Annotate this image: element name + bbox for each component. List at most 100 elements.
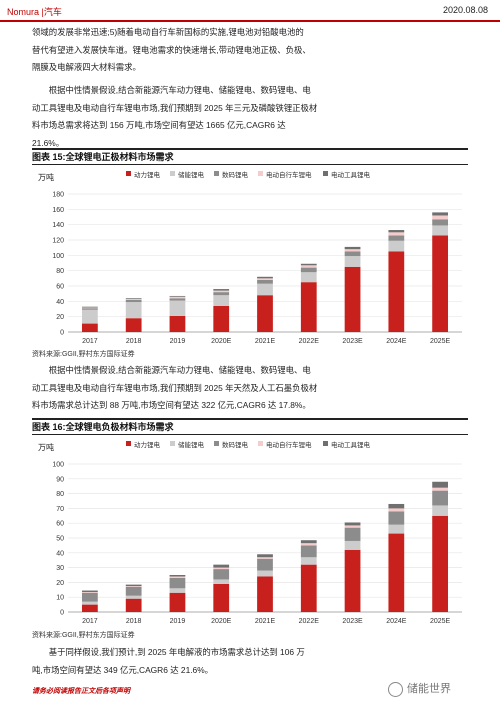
y-axis-label: 万吨 bbox=[38, 442, 54, 452]
bar-segment bbox=[213, 289, 230, 291]
legend-swatch bbox=[126, 441, 131, 446]
legend-label: 电动自行车锂电 bbox=[266, 170, 312, 179]
bar-segment bbox=[388, 230, 405, 233]
bar-segment bbox=[344, 549, 361, 612]
bar-segment bbox=[388, 533, 405, 612]
y-tick-label: 120 bbox=[52, 238, 64, 245]
paragraph-continuation: 领域的发展非常迅速;5)随着电动自行车新国标的实施,锂电池对铅酸电池的 替代有望… bbox=[32, 24, 472, 77]
bar-segment bbox=[82, 308, 98, 310]
bar-segment bbox=[300, 557, 317, 565]
paragraph-electrolyte: 基于同样假设,我们预计,到 2025 年电解液的市场需求总计达到 106 万 吨… bbox=[32, 644, 472, 679]
bar-segment bbox=[125, 584, 142, 587]
text-line: 料市场总需求将达到 156 万吨,市场空间有望达 1665 亿元,CAGR6 达 bbox=[32, 120, 286, 130]
bar-segment bbox=[388, 508, 405, 512]
y-tick-label: 60 bbox=[56, 521, 64, 528]
y-tick-label: 30 bbox=[56, 565, 64, 572]
bar-segment bbox=[257, 554, 273, 558]
legend-swatch bbox=[258, 441, 263, 446]
y-tick-label: 40 bbox=[56, 299, 64, 306]
bar-segment bbox=[388, 524, 405, 534]
figure-15-title: 图表 15:全球锂电正极材料市场需求 bbox=[32, 148, 468, 165]
bar-segment bbox=[125, 586, 142, 587]
bar-segment bbox=[213, 579, 230, 584]
bar-segment bbox=[432, 235, 448, 332]
legend-swatch bbox=[214, 441, 219, 446]
watermark-text: 储能世界 bbox=[407, 683, 451, 695]
bar-segment bbox=[169, 300, 186, 316]
bar-segment bbox=[432, 225, 448, 236]
text-line: 根据中性情景假设,结合新能源汽车动力锂电、储能锂电、数码锂电、电 bbox=[48, 365, 311, 375]
text-line: 领域的发展非常迅速;5)随着电动自行车新国标的实施,锂电池对铅酸电池的 bbox=[32, 27, 304, 37]
bar-segment bbox=[388, 503, 405, 509]
bar-segment bbox=[169, 577, 186, 589]
bar-segment bbox=[82, 601, 98, 605]
x-tick-label: 2018 bbox=[126, 618, 142, 625]
bar-segment bbox=[344, 256, 361, 267]
text-line: 根据中性情景假设,结合新能源汽车动力锂电、储能锂电、数码锂电、电 bbox=[48, 85, 311, 95]
text-line: 动工具锂电及电动自行车锂电市场,我们预期到 2025 年三元及磷酸铁锂正极材 bbox=[32, 102, 318, 113]
x-tick-label: 2021E bbox=[255, 618, 276, 625]
bar-segment bbox=[257, 570, 273, 577]
bar-segment bbox=[344, 527, 361, 541]
bar-segment bbox=[432, 515, 448, 612]
bar-segment bbox=[300, 265, 317, 268]
bar-segment bbox=[125, 299, 142, 300]
bar-segment bbox=[257, 558, 273, 571]
bar-segment bbox=[125, 298, 142, 300]
bar-segment bbox=[257, 276, 273, 279]
legend-swatch bbox=[170, 441, 175, 446]
bar-segment bbox=[213, 564, 230, 568]
bar-segment bbox=[344, 251, 361, 257]
y-tick-label: 20 bbox=[56, 580, 64, 587]
bar-segment bbox=[125, 595, 142, 599]
disclaimer-note: 请务必阅读报告正文后各项声明 bbox=[32, 688, 130, 695]
y-tick-label: 20 bbox=[56, 314, 64, 321]
y-tick-label: 90 bbox=[56, 476, 64, 483]
bar-segment bbox=[257, 557, 273, 559]
bar-segment bbox=[388, 240, 405, 252]
legend-label: 动力锂电 bbox=[134, 440, 161, 449]
bar-segment bbox=[344, 266, 361, 332]
bar-segment bbox=[300, 267, 317, 273]
y-tick-label: 0 bbox=[60, 610, 64, 617]
x-tick-label: 2022E bbox=[299, 338, 320, 345]
legend-label: 电动工具锂电 bbox=[331, 440, 371, 449]
bar-segment bbox=[300, 540, 317, 544]
bar-segment bbox=[257, 283, 273, 296]
bar-segment bbox=[257, 295, 273, 332]
legend-label: 储能锂电 bbox=[178, 440, 205, 449]
y-tick-label: 0 bbox=[60, 330, 64, 337]
x-tick-label: 2019 bbox=[170, 338, 186, 345]
figure-16-source: 资料来源:GGII,野村东方国际证券 bbox=[32, 632, 135, 639]
bar-segment bbox=[344, 522, 361, 526]
bar-segment bbox=[169, 588, 186, 593]
bar-segment bbox=[82, 604, 98, 612]
chart-anode-demand: 万吨 动力锂电 储能锂电 数码锂电 电动自行车锂电 电动工具锂电 0 10 20 30 40 50 60… bbox=[38, 440, 462, 625]
legend-label: 动力锂电 bbox=[134, 170, 161, 179]
legend-swatch bbox=[258, 171, 263, 176]
bar-segment bbox=[257, 279, 273, 284]
bar-segment bbox=[300, 543, 317, 546]
text-line: 21.6%。 bbox=[32, 137, 65, 148]
bar-segment bbox=[344, 249, 361, 252]
legend-label: 电动工具锂电 bbox=[331, 170, 371, 179]
bar-segment bbox=[125, 586, 142, 596]
bar-segment bbox=[388, 235, 405, 241]
bar-segment bbox=[213, 295, 230, 306]
legend-label: 数码锂电 bbox=[222, 170, 249, 179]
figure-16-title: 图表 16:全球锂电负极材料市场需求 bbox=[32, 418, 468, 435]
bar-segment bbox=[432, 215, 448, 220]
bar-segment bbox=[169, 296, 186, 299]
wechat-icon bbox=[388, 681, 403, 697]
x-tick-label: 2020E bbox=[211, 618, 232, 625]
y-tick-label: 80 bbox=[56, 268, 64, 275]
bar-segment bbox=[388, 232, 405, 236]
report-date: 2020.08.08 bbox=[442, 5, 488, 15]
bar-segment bbox=[82, 592, 98, 593]
x-tick-label: 2025E bbox=[430, 338, 451, 345]
bar-segment bbox=[388, 511, 405, 525]
bar-segment bbox=[82, 309, 98, 324]
bar-segment bbox=[125, 302, 142, 319]
bar-segment bbox=[213, 569, 230, 580]
x-tick-label: 2024E bbox=[386, 618, 407, 625]
